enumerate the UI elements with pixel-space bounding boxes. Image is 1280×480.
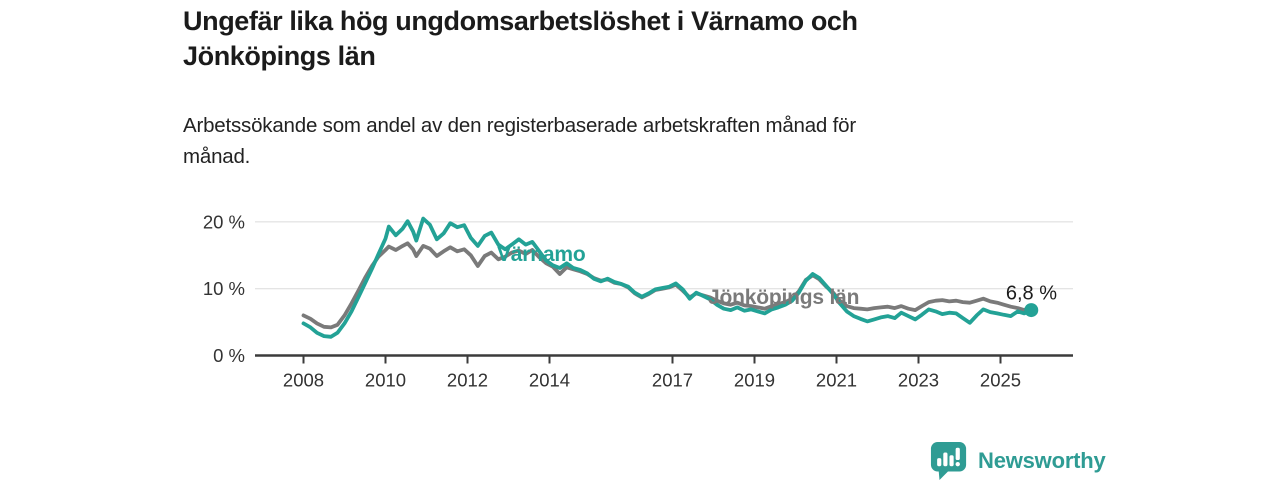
series-label-jonkopings-lan: Jönköpings län [708, 286, 859, 309]
series-end-dot-varnamo [1024, 303, 1039, 318]
series-label-varnamo: Värnamo [497, 243, 585, 266]
newsworthy-logo: Newsworthy [930, 442, 1106, 480]
series-line-varnamo [301, 216, 1034, 339]
chart-title-line2: Jönköpings län [183, 41, 376, 71]
x-tick-label-2025: 2025 [980, 370, 1021, 391]
x-tick-label-2019: 2019 [734, 370, 775, 391]
newsworthy-speech-bubble-bars-icon [930, 442, 967, 480]
end-value-label: 6,8 % [1006, 283, 1057, 305]
y-tick-label-20-percent: 20 % [203, 211, 245, 232]
chart-title: Ungefär lika hög ungdomsarbetslöshet i V… [183, 4, 1123, 74]
y-tick-label-10-percent: 10 % [203, 278, 245, 299]
x-tick-label-2014: 2014 [529, 370, 570, 391]
chart-title-line1: Ungefär lika hög ungdomsarbetslöshet i V… [183, 6, 858, 36]
chart-subtitle-line1: Arbetssökande som andel av den registerb… [183, 114, 856, 137]
x-tick-label-2017: 2017 [652, 370, 693, 391]
chart-subtitle: Arbetssökande som andel av den registerb… [183, 110, 1083, 172]
newsworthy-wordmark: Newsworthy [978, 448, 1106, 473]
x-tick-label-2010: 2010 [365, 370, 406, 391]
y-tick-label-0-percent: 0 % [213, 345, 245, 366]
x-tick-label-2021: 2021 [816, 370, 857, 391]
x-tick-label-2023: 2023 [898, 370, 939, 391]
x-tick-label-2008: 2008 [283, 370, 324, 391]
x-tick-label-2012: 2012 [447, 370, 488, 391]
chart-subtitle-line2: månad. [183, 145, 251, 168]
